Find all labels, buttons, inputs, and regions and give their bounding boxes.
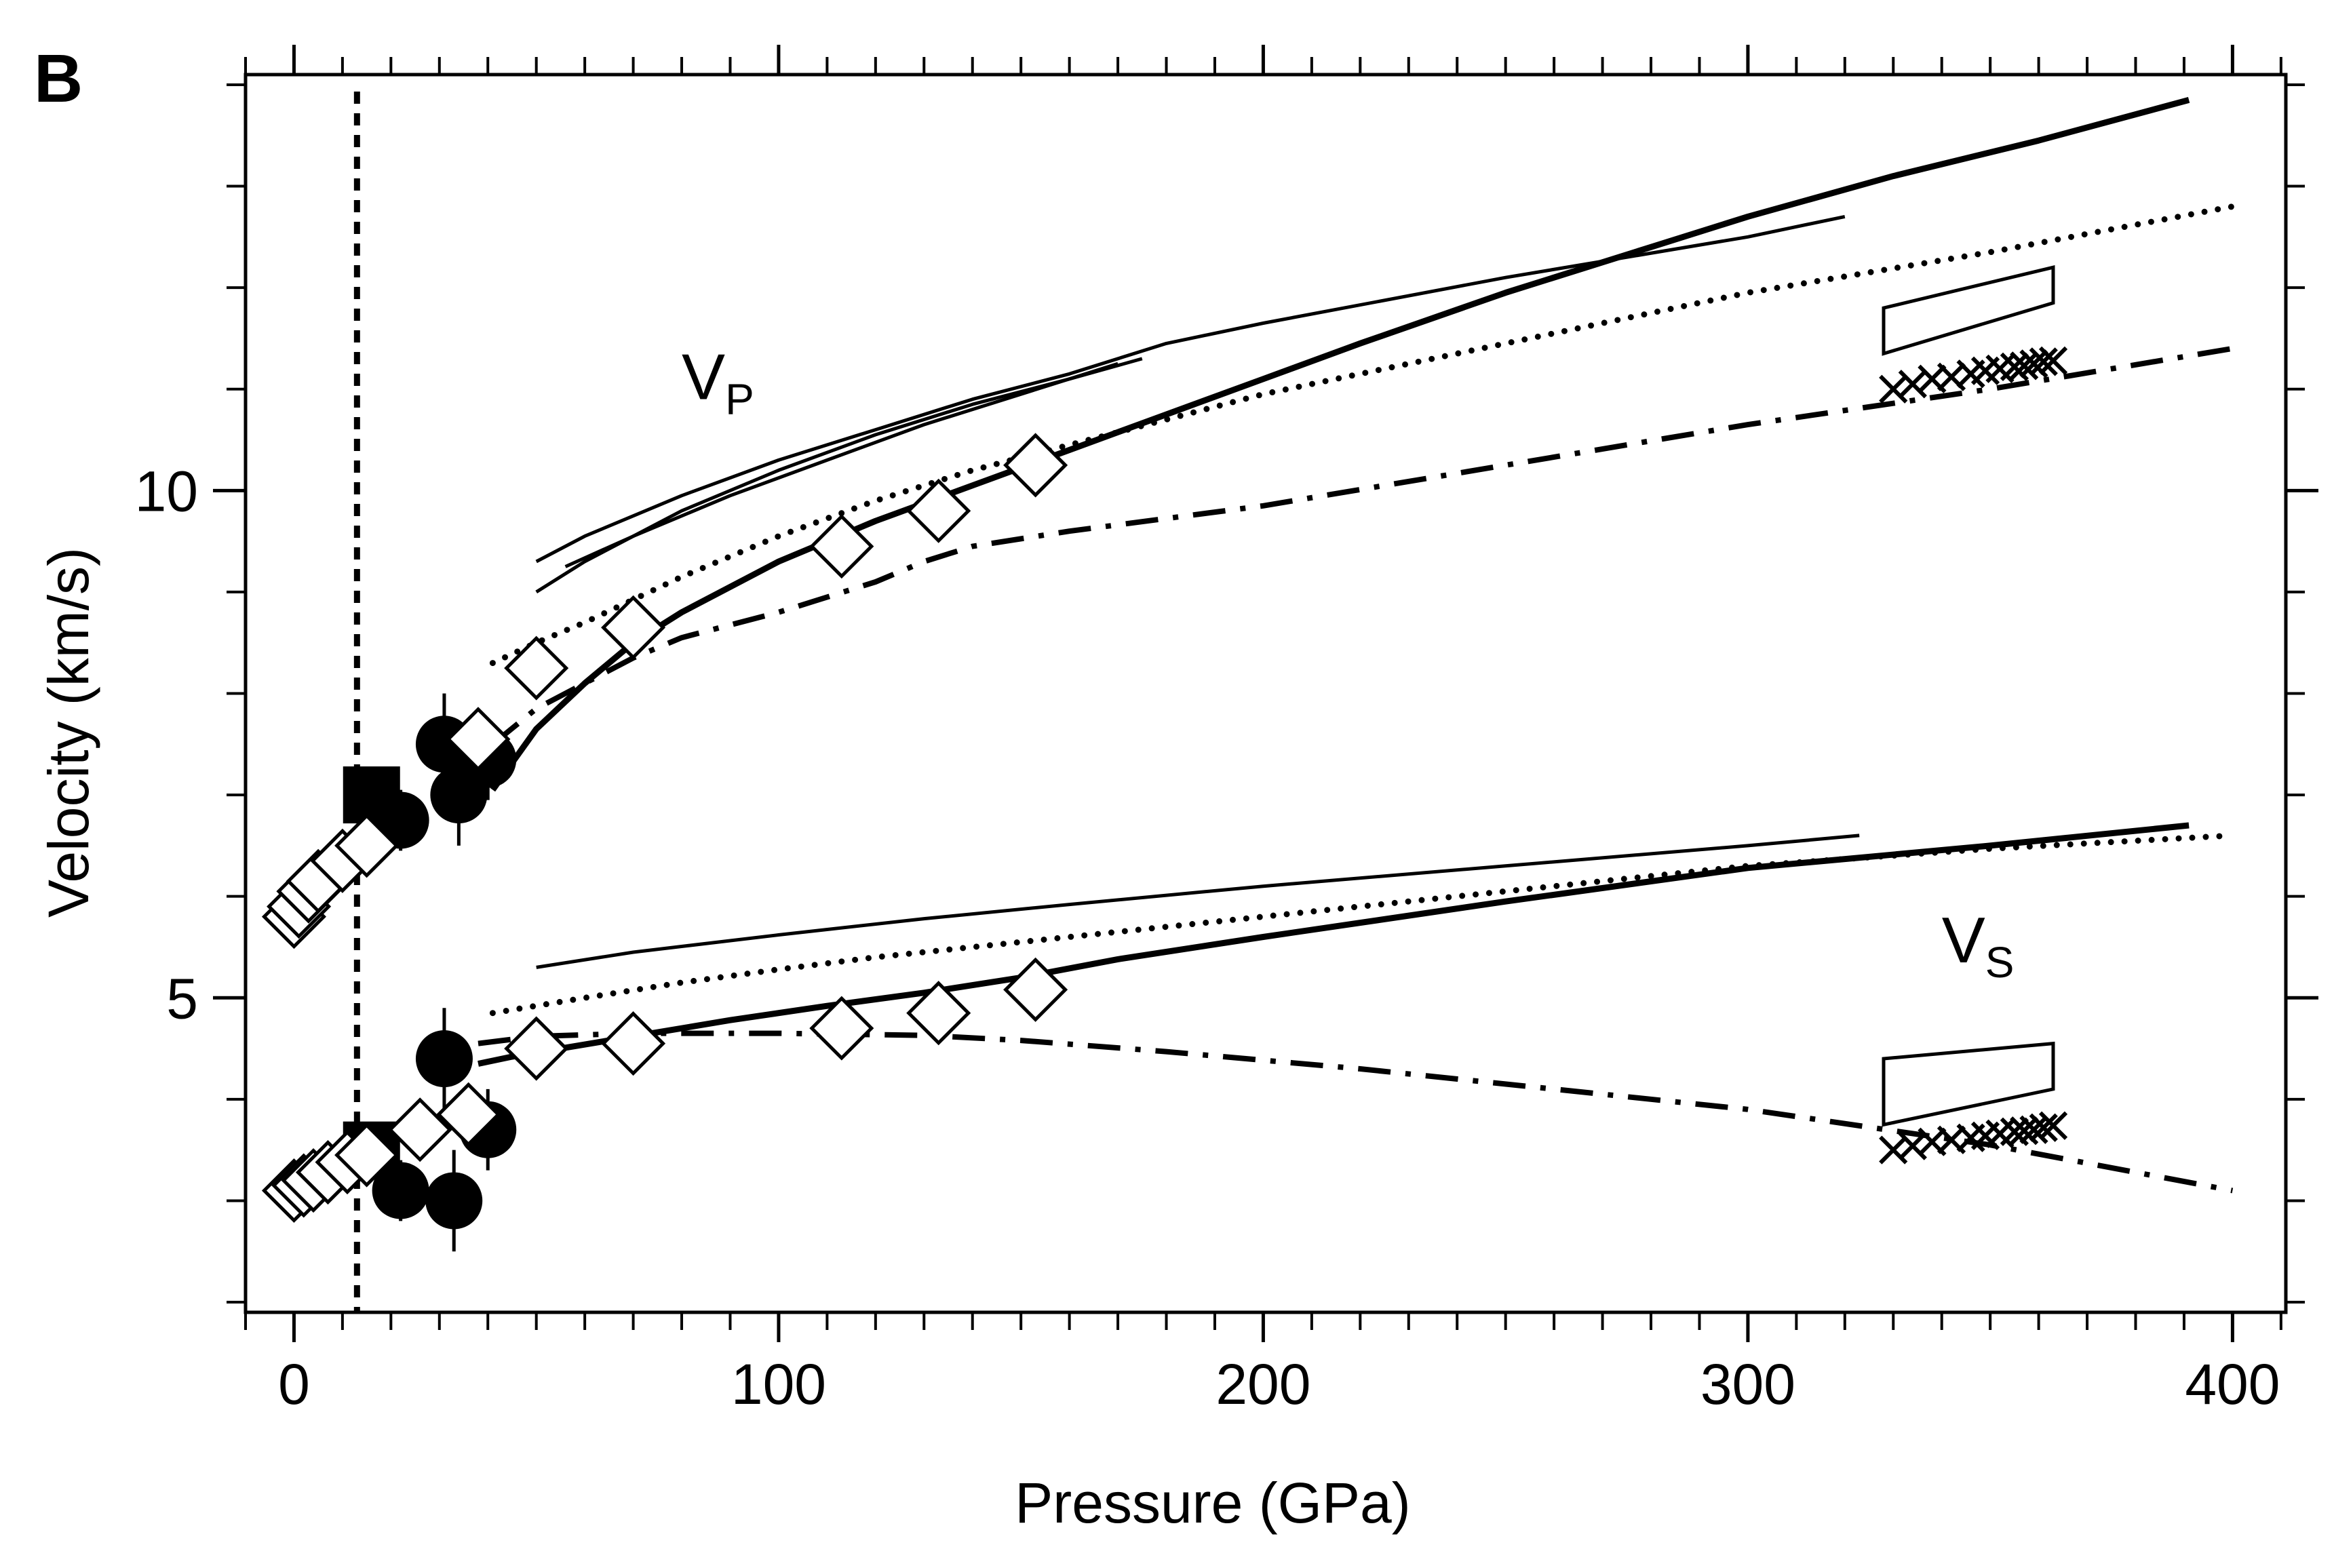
- cross-marker: [1879, 374, 1908, 404]
- y-axis-title: Velocity (km/s): [37, 547, 100, 918]
- series-lines: [478, 97, 2236, 1194]
- x-tick-label: 0: [278, 1352, 310, 1416]
- open-diamond-marker: [446, 707, 511, 772]
- series-line-2: [489, 203, 2236, 667]
- filled-square-marker: [343, 766, 400, 824]
- open-diamond-marker: [601, 595, 666, 660]
- y-tick-label: 10: [135, 459, 198, 523]
- boxes: [1882, 265, 2055, 1127]
- y-tick-label: 5: [166, 966, 198, 1030]
- series-line-4: [535, 214, 1846, 564]
- open-diamond-marker: [334, 1122, 400, 1188]
- annotation-subscript: S: [1985, 938, 2015, 987]
- open-diamond-marker: [1003, 957, 1068, 1022]
- x-tick-label: 400: [2185, 1352, 2280, 1416]
- x-tick-labels: 0 100 200 300 400: [278, 1352, 2280, 1416]
- series-line-3: [490, 345, 2234, 747]
- open-diamond-marker: [601, 1011, 666, 1076]
- panel-label: B: [34, 41, 83, 117]
- cross-marker: [2029, 347, 2058, 376]
- open-diamond-marker: [809, 996, 874, 1061]
- series-annotation-p: VP: [682, 341, 754, 424]
- y-tick-labels: 5 10: [135, 459, 198, 1030]
- filled-circle-marker: [425, 1172, 483, 1230]
- open-diamond-marker: [387, 1097, 452, 1162]
- cross-marker: [2038, 1111, 2068, 1140]
- open-diamond-marker: [334, 813, 400, 878]
- series-annotation-s: VS: [1942, 904, 2015, 987]
- major-ticks: [213, 45, 2318, 1342]
- minor-ticks: [227, 57, 2305, 1330]
- series-line-1: [490, 97, 2190, 792]
- annotation-main: V: [682, 341, 725, 414]
- annotation-subscript: P: [725, 375, 754, 424]
- open-diamond-marker: [906, 981, 971, 1046]
- series-line-10: [536, 834, 1860, 969]
- annotation-main: V: [1942, 904, 1985, 977]
- series-line-6: [564, 361, 1119, 568]
- open-diamond-marker: [436, 1082, 501, 1147]
- crosses: [1879, 346, 2068, 1164]
- series-line-8: [489, 832, 2236, 1017]
- cross-marker: [2038, 346, 2068, 375]
- open-diamonds: [261, 433, 1068, 1223]
- cross-marker: [1898, 370, 1927, 399]
- open-diamond-marker: [1003, 433, 1068, 498]
- range-box: [1882, 1041, 2055, 1127]
- x-tick-label: 100: [731, 1352, 826, 1416]
- open-diamond-marker: [906, 478, 971, 543]
- open-diamond-marker: [504, 635, 569, 701]
- open-diamond-marker: [504, 1016, 569, 1081]
- filled-circle-marker: [415, 1030, 473, 1088]
- open-diamond-marker: [809, 514, 874, 579]
- x-tick-label: 200: [1215, 1352, 1310, 1416]
- x-tick-label: 300: [1700, 1352, 1795, 1416]
- x-axis-title: Pressure (GPa): [1015, 1471, 1411, 1535]
- cross-marker: [2029, 1113, 2058, 1142]
- series-line-7: [478, 822, 2190, 1067]
- range-box: [1882, 265, 2055, 356]
